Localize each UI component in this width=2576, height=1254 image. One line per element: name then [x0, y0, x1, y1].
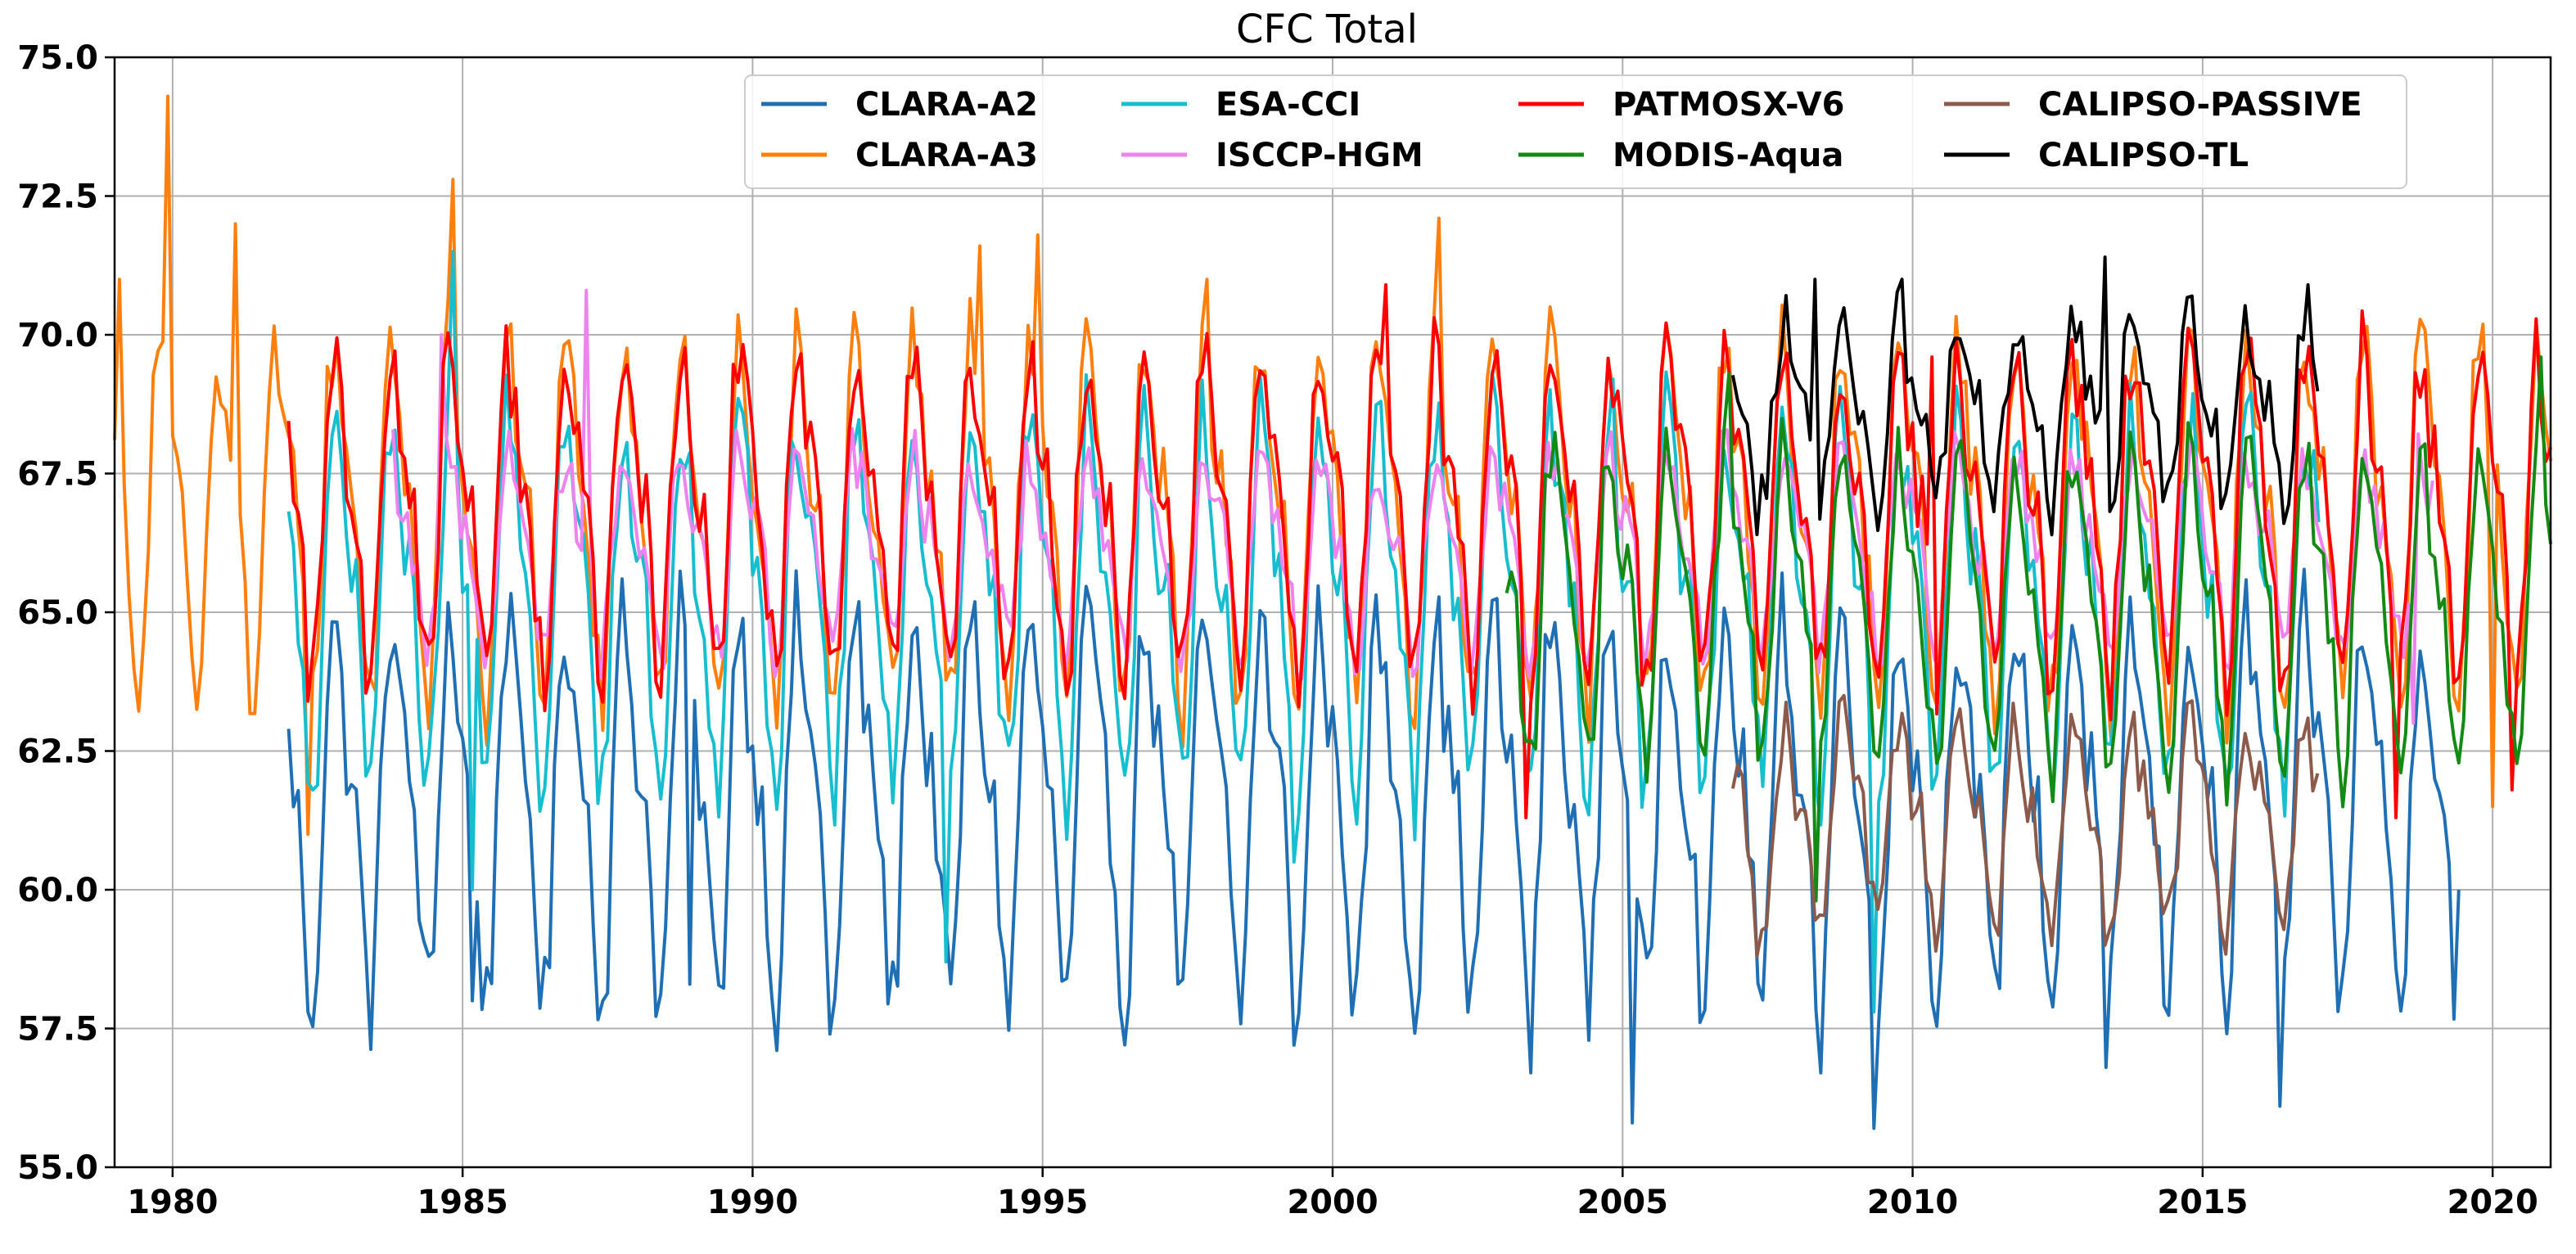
y-tick-label: 75.0 — [17, 39, 98, 77]
y-tick-label: 72.5 — [17, 178, 98, 216]
y-tick-label: 57.5 — [17, 1011, 98, 1049]
series-line-isccp-hgm — [391, 288, 2434, 725]
x-tick-label: 1985 — [417, 1184, 508, 1221]
series-line-clara-a2 — [286, 567, 2461, 1130]
y-tick-label: 60.0 — [17, 872, 98, 909]
legend-label-calipso-tl: CALIPSO-TL — [2038, 137, 2249, 174]
x-tick-label: 2010 — [1867, 1184, 1958, 1221]
series-line-calipso-tl — [1730, 255, 2320, 537]
series-lines — [113, 94, 2552, 1130]
y-tick-label: 70.0 — [17, 317, 98, 354]
y-tick-label: 55.0 — [17, 1149, 98, 1187]
legend-label-calipso-passive: CALIPSO-PASSIVE — [2038, 86, 2362, 124]
series-line-esa-cci — [286, 250, 2321, 1014]
y-tick-label: 65.0 — [17, 594, 98, 632]
legend-label-clara-a3: CLARA-A3 — [855, 137, 1038, 174]
y-axis: 55.0 57.5 60.0 62.5 65.0 67.5 70.0 72.5 75.0 — [17, 39, 115, 1187]
legend-label-esa-cci: ESA-CCI — [1216, 86, 1360, 124]
x-tick-label: 2020 — [2447, 1184, 2538, 1221]
legend-label-patmosx-v6: PATMOSX-V6 — [1613, 86, 1844, 124]
x-tick-label: 1995 — [997, 1184, 1088, 1221]
series-line-calipso-passive — [1730, 693, 2320, 959]
x-tick-label: 1980 — [127, 1184, 218, 1221]
series-line-modis-aqua — [1505, 355, 2552, 903]
legend-label-clara-a2: CLARA-A2 — [855, 86, 1038, 124]
x-tick-label: 2000 — [1287, 1184, 1378, 1221]
y-tick-label: 62.5 — [17, 733, 98, 771]
x-tick-label: 2015 — [2157, 1184, 2248, 1221]
x-tick-label: 1990 — [707, 1184, 798, 1221]
legend-label-modis-aqua: MODIS-Aqua — [1613, 137, 1843, 174]
x-tick-label: 2005 — [1577, 1184, 1668, 1221]
x-axis: 1980 1985 1990 1995 2000 2005 2010 2015 2020 — [127, 1167, 2538, 1221]
y-tick-label: 67.5 — [17, 456, 98, 494]
chart-title: CFC Total — [1236, 7, 1418, 52]
legend: CLARA-A2 CLARA-A3 ESA-CCI ISCCP-HGM PATMOSX-… — [744, 74, 2407, 189]
series-line-patmosx-v6 — [286, 283, 2552, 819]
legend-label-isccp-hgm: ISCCP-HGM — [1216, 137, 1423, 174]
